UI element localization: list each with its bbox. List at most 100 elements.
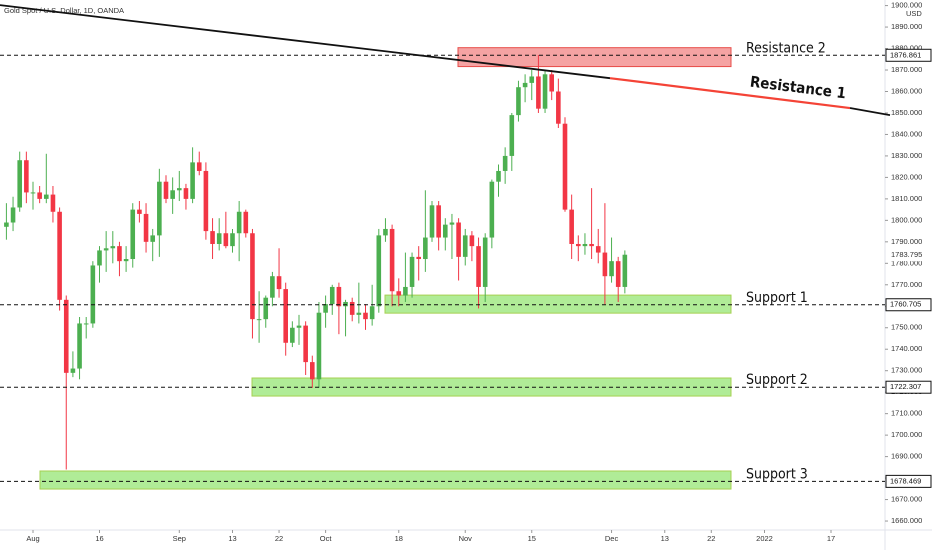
candle-body xyxy=(469,235,475,247)
candle-body xyxy=(57,211,62,300)
candle-body xyxy=(236,211,242,234)
last-price-label: 1783.795 xyxy=(891,250,922,259)
candle-body xyxy=(170,190,175,199)
trendline xyxy=(849,107,891,117)
candle-body xyxy=(522,82,528,88)
zone xyxy=(457,47,732,68)
candle-body xyxy=(243,211,249,234)
price-box xyxy=(885,48,932,62)
y-tick-label: 1670.000 xyxy=(891,495,922,504)
level-label: Support 3 xyxy=(746,466,808,482)
candle-body xyxy=(349,301,355,315)
candle-body xyxy=(143,213,149,242)
x-tick-label: Sep xyxy=(173,534,186,543)
y-tick-label: 1820.000 xyxy=(891,172,922,181)
price-box-label: 1876.861 xyxy=(890,50,921,59)
price-box-label: 1722.307 xyxy=(890,382,921,391)
y-tick-label: 1850.000 xyxy=(891,108,922,117)
candle-body xyxy=(369,306,375,320)
y-tick-label: 1860.000 xyxy=(891,86,922,95)
y-tick-label: 1840.000 xyxy=(891,129,922,138)
candle-body xyxy=(4,222,9,227)
candle-body xyxy=(509,115,515,156)
candle-body xyxy=(190,162,195,199)
trendline xyxy=(0,4,611,80)
candle-body xyxy=(376,235,382,307)
candle-body xyxy=(476,246,481,287)
candle-body xyxy=(44,194,49,199)
candle-body xyxy=(150,235,155,242)
candle-body xyxy=(615,261,621,287)
candle-body xyxy=(316,312,322,380)
candle-body xyxy=(137,209,142,214)
candle-body xyxy=(37,192,42,199)
candle-body xyxy=(516,87,521,116)
candle-body xyxy=(423,237,428,260)
y-tick-label: 1740.000 xyxy=(891,344,922,353)
candle-body xyxy=(223,233,229,247)
y-tick-label: 1900.000 xyxy=(891,1,922,10)
price-box xyxy=(885,474,932,488)
candle-body xyxy=(157,181,162,236)
x-tick-label: Oct xyxy=(320,534,333,543)
candle-body xyxy=(50,194,56,212)
candle-body xyxy=(482,237,488,287)
candle-body xyxy=(117,246,122,262)
x-tick-label: 13 xyxy=(228,534,236,543)
y-tick-label: 1690.000 xyxy=(891,452,922,461)
zone xyxy=(384,294,732,314)
candle-body xyxy=(323,304,328,313)
candle-body xyxy=(389,228,395,292)
candle-body xyxy=(336,286,342,307)
candle-body xyxy=(536,76,541,109)
y-tick-label: 1870.000 xyxy=(891,65,922,74)
y-tick-label: 1730.000 xyxy=(891,366,922,375)
candle-body xyxy=(502,155,508,171)
x-tick-label: 13 xyxy=(661,534,669,543)
candle-body xyxy=(310,362,315,380)
candle-body xyxy=(529,76,535,83)
y-tick-label: 1750.000 xyxy=(891,323,922,332)
candle-body xyxy=(210,231,215,244)
candle-body xyxy=(363,312,368,320)
price-box xyxy=(885,380,932,394)
y-tick-label: 1710.000 xyxy=(891,409,922,418)
candle-body xyxy=(24,160,29,193)
y-tick-label: 1830.000 xyxy=(891,151,922,160)
level-label: Support 1 xyxy=(746,290,808,306)
candle-body xyxy=(276,276,282,290)
candle-body xyxy=(90,265,96,324)
x-tick-label: 22 xyxy=(275,534,283,543)
y-tick-label: 1810.000 xyxy=(891,194,922,203)
candle-body xyxy=(97,250,102,266)
x-tick-label: 22 xyxy=(707,534,715,543)
x-tick-label: 17 xyxy=(827,534,835,543)
y-tick-label: 1790.000 xyxy=(891,237,922,246)
y-tick-label: 1880.000 xyxy=(891,44,922,53)
candle-body xyxy=(123,259,129,262)
candle-body xyxy=(496,170,501,182)
candle-body xyxy=(343,301,348,307)
candle-body xyxy=(582,243,588,247)
candle-body xyxy=(569,209,574,244)
x-tick-label: 16 xyxy=(95,534,103,543)
price-box-label: 1760.705 xyxy=(890,300,921,309)
candle-body xyxy=(396,291,402,296)
candle-body xyxy=(130,209,136,260)
price-box-label: 1678.469 xyxy=(890,476,921,485)
level-label: Support 2 xyxy=(746,372,808,388)
y-tick-label: 1770.000 xyxy=(891,280,922,289)
candle-body xyxy=(216,233,222,244)
candle-body xyxy=(270,276,275,298)
candle-body xyxy=(103,248,109,251)
candle-body xyxy=(183,188,189,199)
candle-body xyxy=(576,243,581,247)
candle-body xyxy=(456,222,461,257)
candle-body xyxy=(283,289,288,343)
candle-body xyxy=(609,261,614,277)
y-tick-label: 1800.000 xyxy=(891,215,922,224)
candle-body xyxy=(83,323,89,325)
